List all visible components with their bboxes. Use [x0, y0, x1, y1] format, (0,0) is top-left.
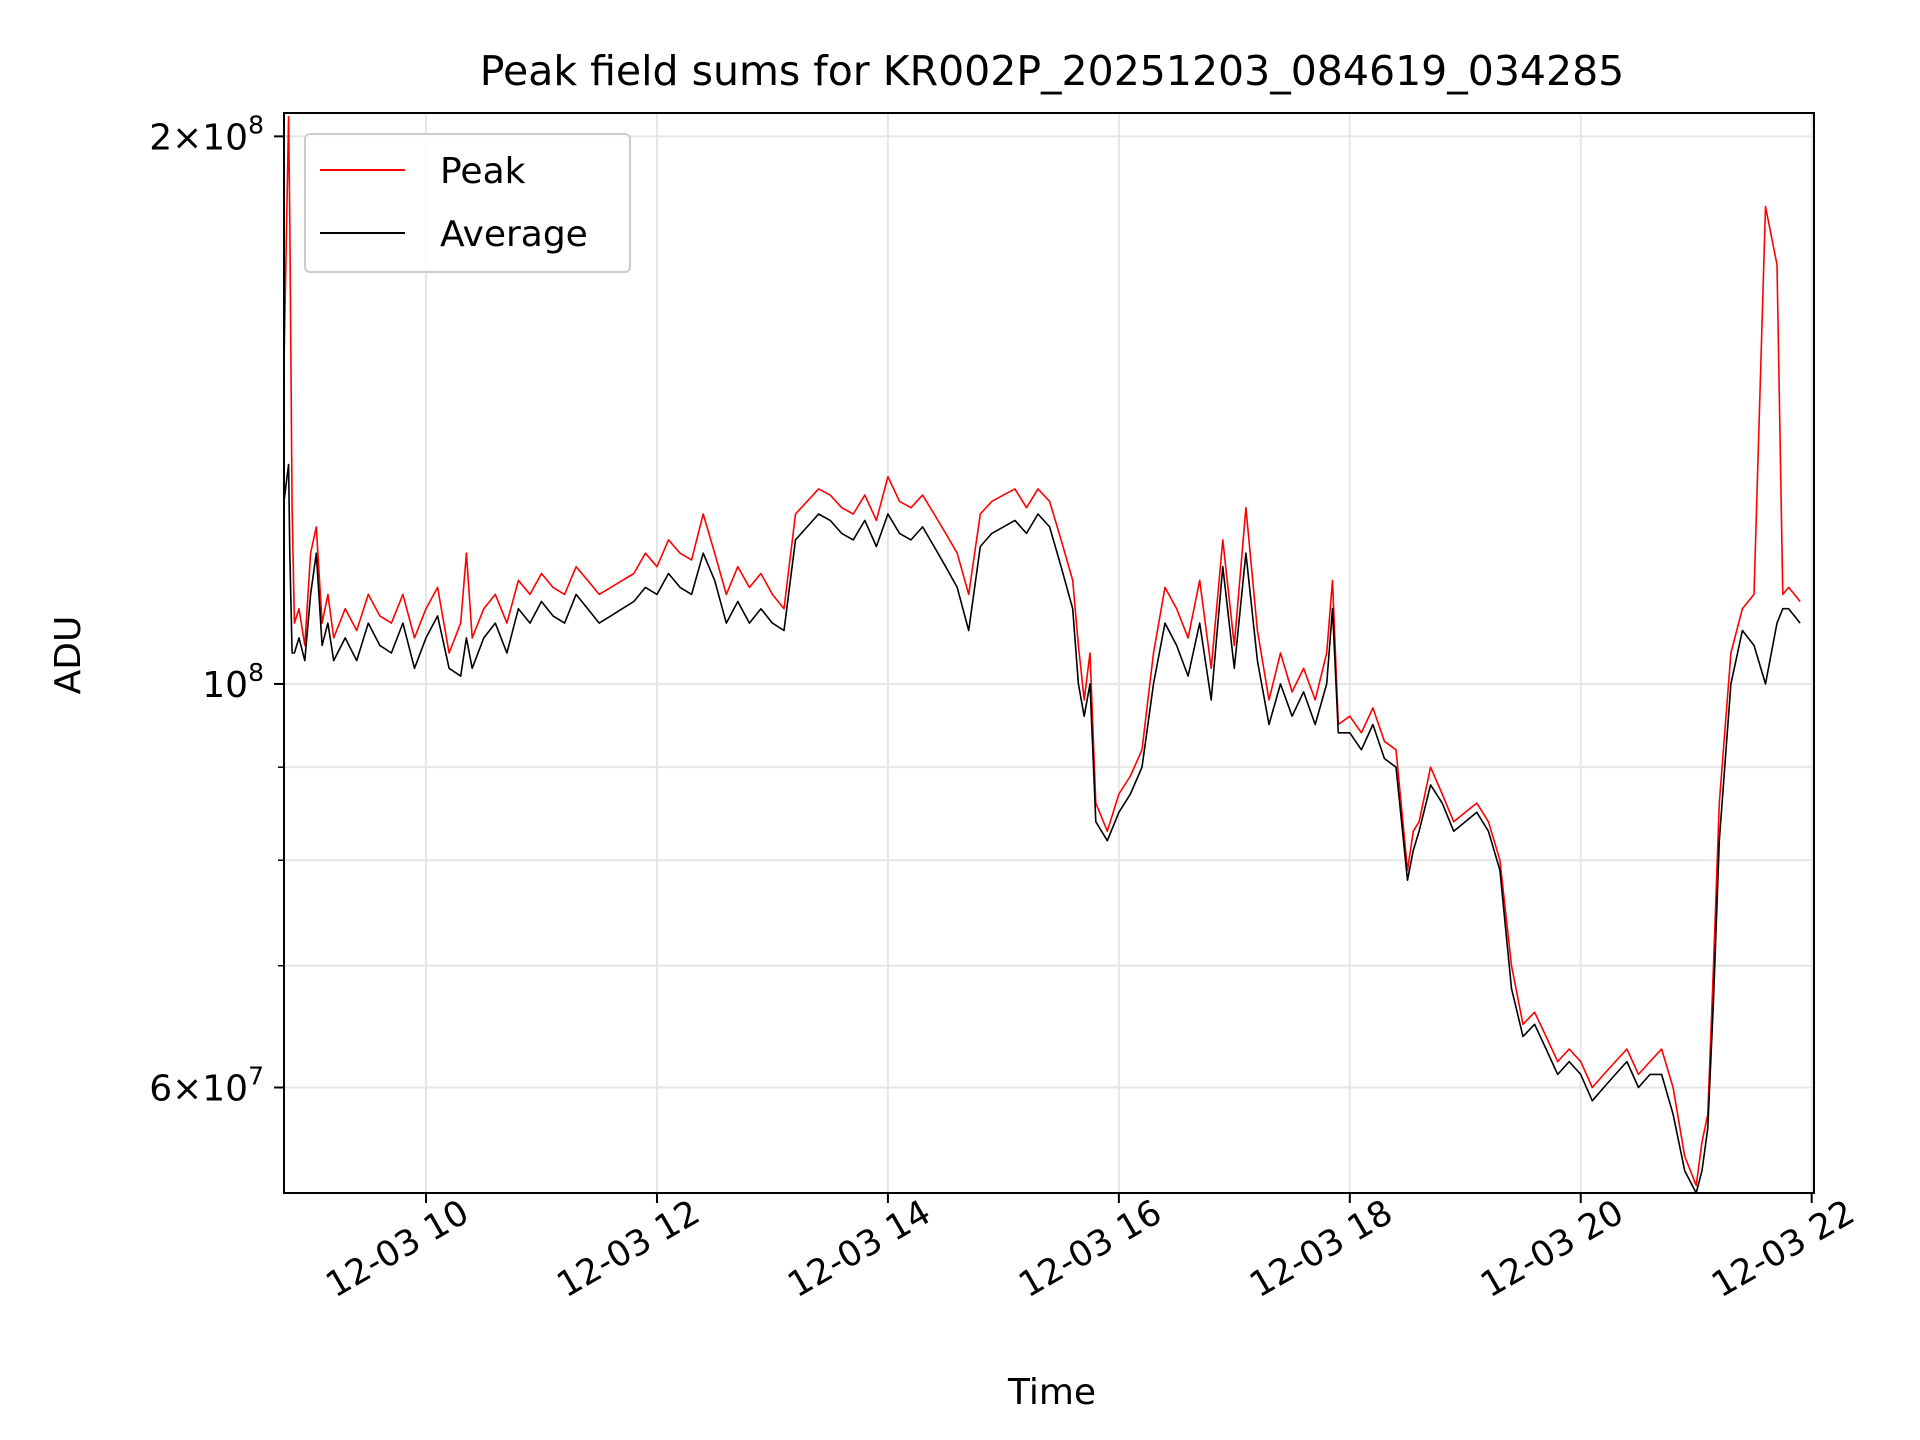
- legend: Peak Average: [304, 133, 631, 273]
- legend-box: [304, 133, 631, 273]
- plot-frame: [283, 112, 1815, 1194]
- y-tick-exponent: 8: [248, 110, 264, 139]
- series-line-peak: [284, 116, 1801, 1187]
- series-layer: [284, 116, 1801, 1193]
- chart-title: Peak field sums for KR002P_20251203_0846…: [480, 47, 1625, 95]
- y-tick-mantissa: 10: [202, 665, 248, 706]
- y-tick-exponent: 7: [248, 1062, 264, 1091]
- legend-average-label: Average: [440, 214, 588, 255]
- y-tick-mantissa: 6×10: [149, 1069, 248, 1110]
- y-tick-label: 108: [202, 658, 264, 706]
- y-tick-exponent: 8: [248, 658, 264, 687]
- legend-peak-label: Peak: [440, 151, 526, 192]
- x-axis-label: Time: [1007, 1372, 1096, 1413]
- y-tick-label: 2×108: [149, 110, 264, 158]
- y-tick-label: 6×107: [149, 1062, 264, 1110]
- y-tick-mantissa: 2×10: [149, 117, 248, 158]
- y-axis-label: ADU: [48, 616, 89, 695]
- series-line-average: [284, 463, 1801, 1193]
- grid: [284, 113, 1814, 1193]
